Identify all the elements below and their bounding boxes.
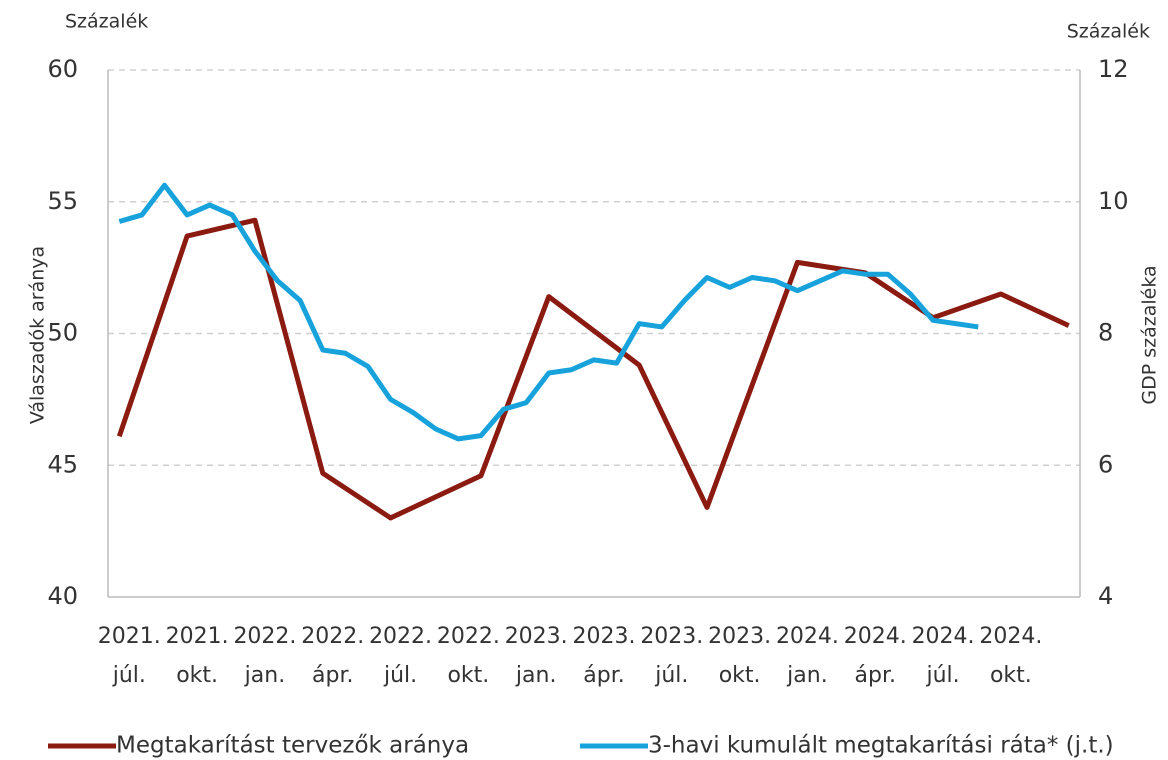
x-tick-label-line: 2022.: [369, 624, 432, 649]
x-tick-label-line: júl.: [925, 663, 959, 688]
x-tick-label: 2024. jan.: [776, 624, 839, 688]
x-tick-label-line: ápr.: [312, 663, 353, 688]
x-tick-label-line: jan.: [515, 663, 557, 688]
y2-tick-label: 8: [1098, 319, 1113, 347]
x-tick-label-line: ápr.: [855, 663, 896, 688]
x-tick-label: 2022. okt.: [437, 624, 500, 688]
x-tick-label-line: 2024.: [776, 624, 839, 649]
right-unit: Százalék: [1067, 21, 1150, 43]
y2-tick-label: 4: [1098, 582, 1113, 610]
y-tick-label: 40: [47, 582, 78, 610]
x-tick-label: 2022. júl.: [369, 624, 432, 688]
y2-tick-label: 6: [1098, 450, 1113, 478]
legend-label: 3-havi kumulált megtakarítási ráta* (j.t…: [648, 733, 1114, 759]
y-axis-label: Válaszadók aránya: [27, 246, 49, 424]
x-tick-label-line: 2023.: [640, 624, 703, 649]
x-tick-label: 2023. okt.: [708, 624, 771, 688]
x-tick-label-line: júl.: [654, 663, 688, 688]
legend-label: Megtakarítást tervezők aránya: [116, 733, 469, 759]
x-tick-label-line: okt.: [447, 663, 489, 688]
y-tick-label: 55: [47, 187, 78, 215]
x-tick-label-line: 2023.: [573, 624, 636, 649]
x-tick-label-line: 2024.: [844, 624, 907, 649]
x-tick-label: 2023. ápr.: [573, 624, 636, 688]
x-tick-label-line: ápr.: [583, 663, 624, 688]
series-line: [118, 182, 979, 442]
x-tick-label: 2024. júl.: [912, 624, 975, 688]
x-tick-label: 2023. jan.: [505, 624, 568, 688]
series-line: [116, 217, 1070, 521]
x-tick-label-line: júl.: [112, 663, 146, 688]
x-tick-label-line: 2022.: [301, 624, 364, 649]
x-tick-label-line: 2021.: [166, 624, 229, 649]
left-unit: Százalék: [65, 11, 148, 33]
y2-tick-label: 12: [1098, 55, 1129, 83]
x-tick-label-line: jan.: [244, 663, 286, 688]
y2-tick-label: 10: [1098, 187, 1129, 215]
x-tick-label-line: jan.: [786, 663, 828, 688]
x-tick-label-line: okt.: [719, 663, 761, 688]
x-tick-label-line: 2024.: [979, 624, 1042, 649]
x-tick-label: 2023. júl.: [640, 624, 703, 688]
y-tick-label: 45: [47, 450, 78, 478]
x-tick-label: 2022. jan.: [233, 624, 296, 688]
x-tick-label: 2024. okt.: [979, 624, 1042, 688]
x-tick-label: 2022. ápr.: [301, 624, 364, 688]
x-tick-label: 2024. ápr.: [844, 624, 907, 688]
y-tick-label: 60: [47, 55, 78, 83]
x-tick-label-line: júl.: [383, 663, 417, 688]
x-tick-label-line: 2024.: [912, 624, 975, 649]
x-tick-label-line: 2022.: [437, 624, 500, 649]
x-tick-label-line: 2022.: [233, 624, 296, 649]
x-tick-label: 2021. okt.: [166, 624, 229, 688]
x-tick-label-line: 2023.: [505, 624, 568, 649]
x-tick-label-line: okt.: [176, 663, 218, 688]
y2-axis-label: GDP százaléka: [1139, 265, 1161, 404]
x-tick-label-line: 2021.: [98, 624, 161, 649]
x-tick-label-line: 2023.: [708, 624, 771, 649]
y-tick-label: 50: [47, 319, 78, 347]
x-tick-label: 2021. júl.: [98, 624, 161, 688]
x-tick-label-line: okt.: [990, 663, 1032, 688]
